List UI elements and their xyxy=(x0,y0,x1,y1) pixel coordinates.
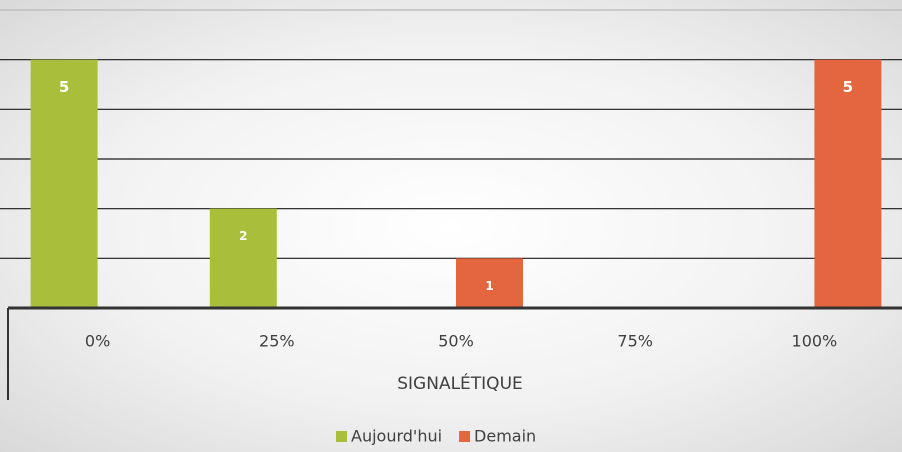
data-label: 1 xyxy=(485,279,493,293)
data-label: 5 xyxy=(843,78,853,96)
legend-swatch xyxy=(336,431,347,442)
legend-label: Aujourd'hui xyxy=(351,427,442,446)
bar xyxy=(456,258,523,308)
x-tick-label: 25% xyxy=(259,332,295,351)
bar xyxy=(209,208,277,308)
x-tick-label: 50% xyxy=(438,332,474,351)
legend-label: Demain xyxy=(474,427,536,446)
x-tick-label: 100% xyxy=(792,332,838,351)
data-label: 5 xyxy=(59,78,69,96)
x-axis-title: SIGNALÉTIQUE xyxy=(397,372,523,394)
bar xyxy=(814,59,882,308)
bar xyxy=(30,59,98,308)
legend-swatch xyxy=(459,431,471,442)
x-tick-label: 75% xyxy=(617,332,653,351)
data-label: 2 xyxy=(239,229,247,243)
x-tick-label: 0% xyxy=(85,332,110,351)
